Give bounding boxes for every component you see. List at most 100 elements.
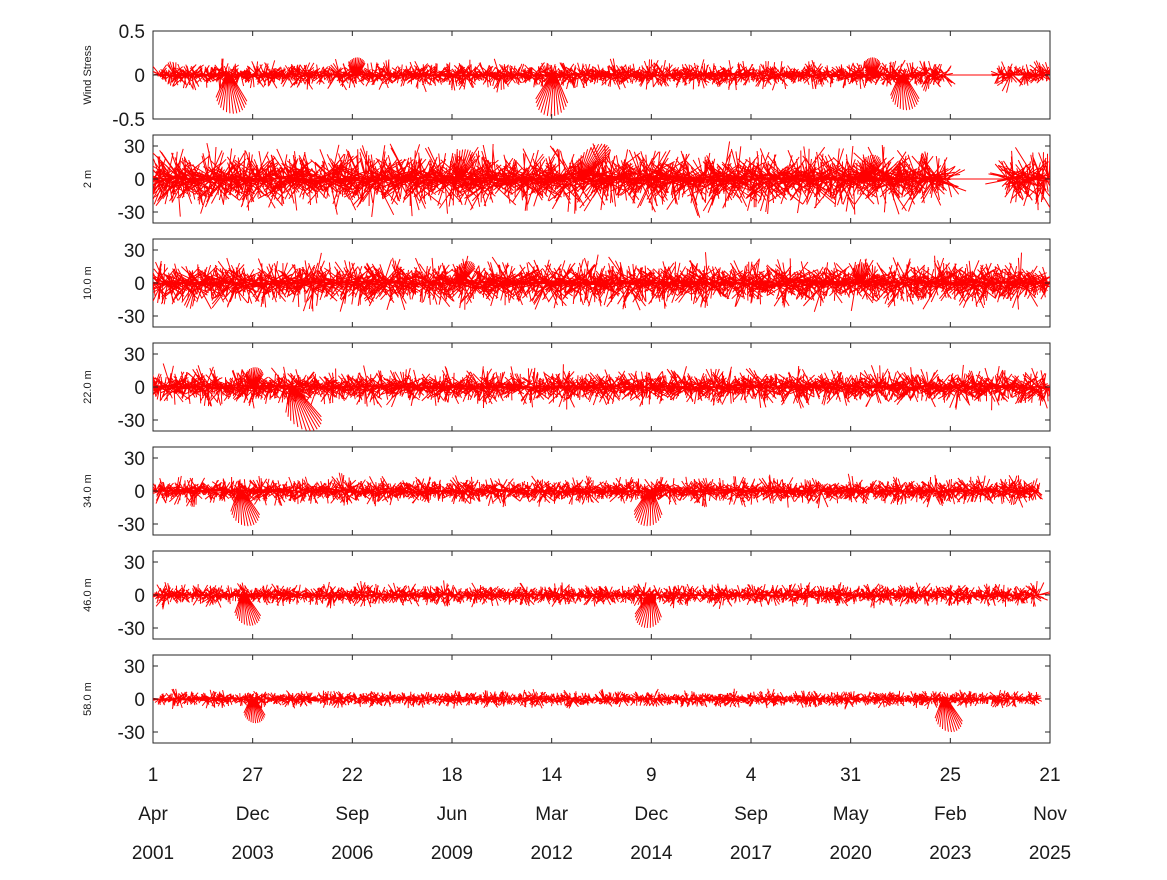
y-axis-label: 22.0 m xyxy=(82,370,94,404)
y-tick-label: 0 xyxy=(134,170,145,191)
x-tick-label: 22 Sep 2006 xyxy=(331,765,373,864)
y-tick-label: 30 xyxy=(124,553,145,574)
panel-4: -30 0 30 22.0 m xyxy=(82,342,1051,432)
x-tick-label: 4 Sep 2017 xyxy=(730,765,772,864)
x-tick-label: 25 Feb 2023 xyxy=(929,765,971,864)
stick-burst-1 xyxy=(230,490,261,527)
stick-burst-1 xyxy=(234,594,262,626)
y-axis-label: 10.0 m xyxy=(82,266,94,300)
stick-series xyxy=(153,688,1043,733)
stick-burst-3 xyxy=(859,154,882,180)
x-tick-day: 27 xyxy=(242,765,263,786)
x-tick-month: Jun xyxy=(437,804,468,825)
y-axis-label: Wind Stress xyxy=(82,45,94,105)
y-tick-label: 0 xyxy=(134,690,145,711)
x-tick-month: Feb xyxy=(934,804,967,825)
stick-burst-5 xyxy=(863,57,881,76)
y-tick-label: -0.5 xyxy=(112,110,145,131)
panel-2: -30 0 30 2 m xyxy=(82,134,1051,224)
stick-series xyxy=(153,580,1050,629)
x-tick-day: 21 xyxy=(1039,765,1060,786)
y-axis-label: 46.0 m xyxy=(82,578,94,612)
stick-vectors xyxy=(153,472,1043,509)
stick-burst-2 xyxy=(634,594,662,629)
x-tick-label: 1 Apr 2001 xyxy=(132,765,174,864)
stick-burst-2 xyxy=(851,263,871,284)
panel-7: -30 0 30 58.0 m xyxy=(82,654,1051,744)
x-tick-label: 14 Mar 2012 xyxy=(531,765,573,864)
y-axis-label: 58.0 m xyxy=(82,682,94,716)
panel-3: -30 0 30 10.0 m xyxy=(82,238,1051,328)
y-tick-label: -30 xyxy=(118,619,145,640)
x-tick-year: 2025 xyxy=(1029,843,1071,864)
x-tick-day: 25 xyxy=(940,765,961,786)
y-tick-label: 30 xyxy=(124,241,145,262)
stick-burst-1 xyxy=(934,698,963,733)
x-tick-label: 31 May 2020 xyxy=(830,765,872,864)
x-tick-month: Mar xyxy=(535,804,568,825)
x-tick-year: 2017 xyxy=(730,843,772,864)
stick-vectors xyxy=(153,58,1050,93)
x-tick-month: May xyxy=(833,804,869,825)
x-tick-year: 2001 xyxy=(132,843,174,864)
x-tick-day: 22 xyxy=(342,765,363,786)
y-tick-label: -30 xyxy=(118,411,145,432)
x-tick-label: 18 Jun 2009 xyxy=(431,765,473,864)
stick-burst-4 xyxy=(890,74,920,111)
x-tick-month: Sep xyxy=(335,804,369,825)
x-tick-year: 2009 xyxy=(431,843,473,864)
x-tick-year: 2003 xyxy=(232,843,274,864)
panel-1: -0.5 0 0.5 Wind Stress xyxy=(82,22,1051,131)
y-tick-label: -30 xyxy=(118,203,145,224)
x-tick-year: 2023 xyxy=(929,843,971,864)
y-tick-label: 30 xyxy=(124,449,145,470)
y-tick-label: 0 xyxy=(134,482,145,503)
y-tick-label: 0 xyxy=(134,586,145,607)
stick-burst-3 xyxy=(535,74,569,117)
y-tick-label: -30 xyxy=(118,723,145,744)
x-tick-day: 14 xyxy=(541,765,563,786)
y-tick-label: 0 xyxy=(134,378,145,399)
stick-series xyxy=(153,252,1050,312)
x-tick-day: 4 xyxy=(746,765,757,786)
x-tick-month: Nov xyxy=(1033,804,1067,825)
x-axis-labels: 1 Apr 2001 27 Dec 2003 22 Sep 2006 18 Jun 2009 14 Mar… xyxy=(132,765,1071,864)
y-tick-label: -30 xyxy=(118,515,145,536)
y-tick-label: 30 xyxy=(124,137,145,158)
x-tick-day: 31 xyxy=(840,765,861,786)
x-tick-month: Dec xyxy=(634,804,668,825)
x-tick-label: 9 Dec 2014 xyxy=(630,765,673,864)
stick-burst-1 xyxy=(454,260,476,284)
x-tick-day: 9 xyxy=(646,765,657,786)
stick-series xyxy=(153,57,1050,117)
stick-series xyxy=(153,363,1050,431)
y-tick-label: -30 xyxy=(118,307,145,328)
x-tick-month: Apr xyxy=(138,804,168,825)
stick-burst-2 xyxy=(243,698,266,724)
x-tick-month: Dec xyxy=(236,804,270,825)
stick-vectors xyxy=(153,363,1050,411)
y-tick-label: 0.5 xyxy=(119,22,145,43)
x-tick-year: 2012 xyxy=(531,843,573,864)
y-axis-label: 34.0 m xyxy=(82,474,94,508)
panel-6: -30 0 30 46.0 m xyxy=(82,550,1051,640)
x-tick-year: 2020 xyxy=(830,843,872,864)
stick-vectors xyxy=(153,252,1050,312)
stick-burst-1 xyxy=(215,74,248,114)
x-tick-year: 2014 xyxy=(630,843,673,864)
y-axis-label: 2 m xyxy=(82,170,94,188)
y-tick-label: 30 xyxy=(124,345,145,366)
stick-burst-2 xyxy=(633,490,663,527)
stick-burst-1 xyxy=(577,143,611,180)
stick-burst-2 xyxy=(347,57,366,76)
y-tick-label: 0 xyxy=(134,274,145,295)
stick-burst-1 xyxy=(285,386,323,431)
y-tick-label: 0 xyxy=(134,66,145,87)
panels-group: -0.5 0 0.5 Wind Stress -30 0 30 2 m -30 0 30 10.0 m… xyxy=(82,22,1051,744)
panel-5: -30 0 30 34.0 m xyxy=(82,446,1051,536)
x-tick-day: 1 xyxy=(148,765,159,786)
stick-series xyxy=(153,141,1050,218)
x-tick-label: 27 Dec 2003 xyxy=(232,765,274,864)
